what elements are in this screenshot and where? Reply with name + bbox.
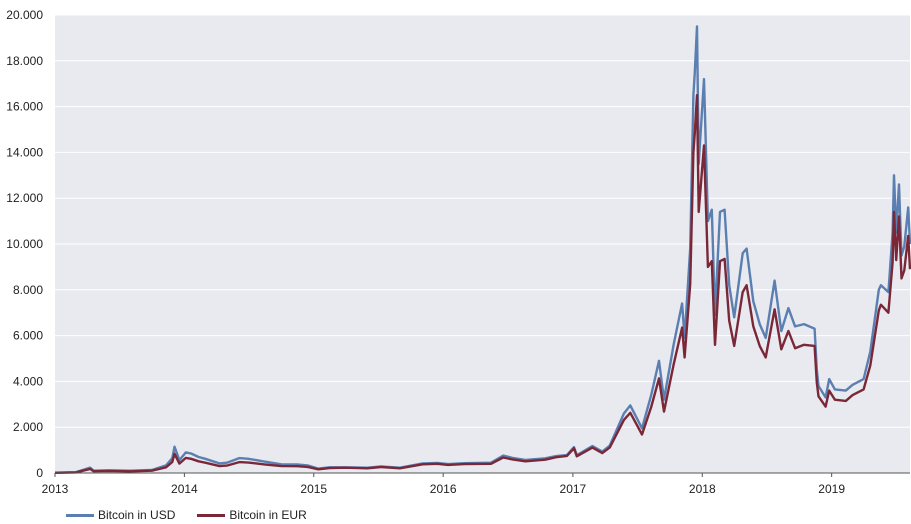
y-tick-label: 6.000 bbox=[13, 329, 43, 343]
y-tick-label: 0 bbox=[36, 466, 43, 480]
series-line-usd bbox=[54, 25, 911, 474]
x-axis-ticks: 2013 2014 2015 2016 2017 2018 2019 bbox=[42, 473, 845, 496]
legend-swatch-usd bbox=[66, 513, 94, 517]
gridlines bbox=[55, 14, 910, 428]
legend-swatch-eur bbox=[197, 513, 226, 517]
y-tick-label: 12.000 bbox=[6, 191, 43, 205]
series-lines bbox=[54, 25, 911, 474]
x-tick-label: 2014 bbox=[171, 482, 198, 496]
y-tick-label: 16.000 bbox=[6, 100, 43, 114]
legend-label-usd: Bitcoin in USD bbox=[98, 508, 176, 522]
y-tick-label: 18.000 bbox=[6, 54, 43, 68]
y-axis-ticks: 0 2.000 4.000 6.000 8.000 10.000 12.000 14.000 1… bbox=[6, 8, 43, 480]
y-tick-label: 2.000 bbox=[13, 420, 43, 434]
x-tick-label: 2013 bbox=[42, 482, 69, 496]
legend-item-usd: Bitcoin in USD bbox=[66, 508, 175, 522]
series-line-eur bbox=[54, 94, 911, 474]
x-tick-label: 2016 bbox=[430, 482, 457, 496]
legend: Bitcoin in USD Bitcoin in EUR bbox=[66, 508, 307, 522]
x-tick-label: 2015 bbox=[300, 482, 327, 496]
x-tick-label: 2017 bbox=[560, 482, 587, 496]
y-tick-label: 14.000 bbox=[6, 145, 43, 159]
x-tick-label: 2018 bbox=[689, 482, 716, 496]
y-tick-label: 8.000 bbox=[13, 283, 43, 297]
y-tick-label: 4.000 bbox=[13, 374, 43, 388]
y-tick-label: 10.000 bbox=[6, 237, 43, 251]
legend-item-eur: Bitcoin in EUR bbox=[197, 508, 307, 522]
x-tick-label: 2019 bbox=[818, 482, 845, 496]
y-tick-label: 20.000 bbox=[6, 8, 43, 22]
legend-label-eur: Bitcoin in EUR bbox=[229, 508, 307, 522]
